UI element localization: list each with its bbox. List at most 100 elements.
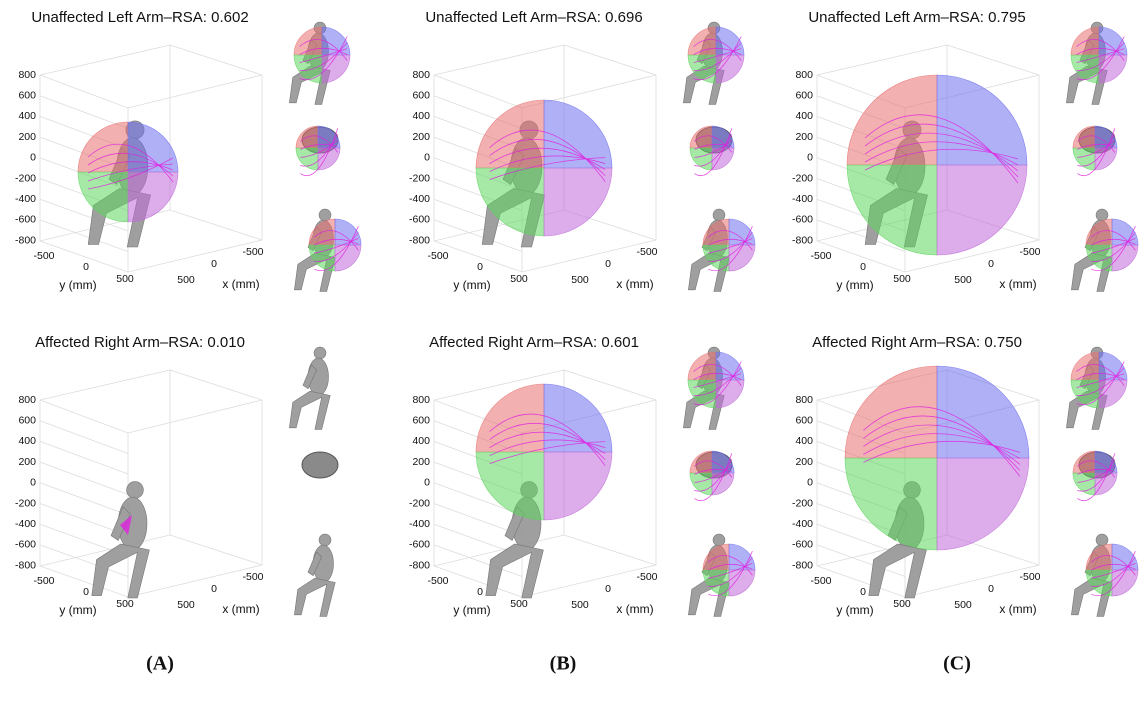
axes-box bbox=[40, 370, 262, 597]
head bbox=[1096, 209, 1108, 221]
x-tick-label: 500 bbox=[177, 274, 195, 286]
z-tick-label: 0 bbox=[30, 477, 36, 489]
z-tick-label: 200 bbox=[18, 131, 36, 143]
figure: Unaffected Left Arm–RSA: 0.6028006004002… bbox=[0, 0, 1147, 706]
sphere-sector bbox=[937, 458, 1029, 550]
z-tick-label: -600 bbox=[15, 214, 36, 226]
x-tick-label: 500 bbox=[954, 274, 972, 286]
z-tick-label: -600 bbox=[792, 214, 813, 226]
head bbox=[713, 534, 725, 546]
x-tick-label: 0 bbox=[605, 583, 611, 595]
z-tick-label: 400 bbox=[795, 110, 813, 122]
sphere-sector bbox=[845, 366, 937, 458]
x-axis-label: x (mm) bbox=[616, 602, 653, 616]
legs bbox=[486, 544, 544, 598]
x-axis-label: x (mm) bbox=[222, 277, 259, 291]
y-axis-label: y (mm) bbox=[59, 603, 96, 617]
z-tick-label: -800 bbox=[15, 559, 36, 571]
legs bbox=[289, 391, 330, 429]
human-model bbox=[92, 482, 150, 598]
legs bbox=[869, 544, 927, 598]
legs bbox=[294, 578, 335, 616]
sphere-sector bbox=[544, 452, 612, 520]
grid-line bbox=[40, 220, 128, 252]
x-tick-label: 0 bbox=[988, 583, 994, 595]
z-tick-label: 200 bbox=[795, 456, 813, 468]
y-tick-label: -500 bbox=[810, 575, 831, 587]
x-tick-label: 500 bbox=[954, 599, 972, 611]
z-tick-label: 0 bbox=[30, 152, 36, 164]
head bbox=[314, 347, 326, 359]
z-tick-label: 200 bbox=[412, 131, 430, 143]
head bbox=[127, 482, 144, 499]
y-tick-label: 0 bbox=[83, 586, 89, 598]
x-tick-label: 0 bbox=[211, 583, 217, 595]
x-tick-label: -500 bbox=[636, 246, 657, 258]
head bbox=[319, 534, 331, 546]
y-tick-label: 500 bbox=[510, 598, 528, 610]
z-tick-label: 800 bbox=[795, 394, 813, 406]
sphere-sector bbox=[1099, 27, 1127, 55]
sphere-sector bbox=[690, 473, 712, 495]
z-tick-label: 800 bbox=[412, 394, 430, 406]
panel: Unaffected Left Arm–RSA: 0.6028006004002… bbox=[15, 9, 361, 292]
y-axis-label: y (mm) bbox=[453, 603, 490, 617]
sphere-sector bbox=[1073, 473, 1095, 495]
z-tick-label: -400 bbox=[15, 193, 36, 205]
z-tick-label: 0 bbox=[424, 152, 430, 164]
sphere-sector bbox=[847, 165, 937, 255]
sphere-sector bbox=[544, 168, 612, 236]
z-tick-label: 800 bbox=[18, 394, 36, 406]
z-tick-label: -800 bbox=[15, 234, 36, 246]
z-tick-label: 200 bbox=[18, 456, 36, 468]
x-tick-label: -500 bbox=[1019, 246, 1040, 258]
z-tick-label: -200 bbox=[792, 172, 813, 184]
panel-title: Unaffected Left Arm–RSA: 0.696 bbox=[425, 9, 642, 26]
z-tick-label: 600 bbox=[412, 89, 430, 101]
y-tick-label: 500 bbox=[893, 598, 911, 610]
x-tick-label: 500 bbox=[571, 599, 589, 611]
z-tick-label: -200 bbox=[409, 497, 430, 509]
x-axis-label: x (mm) bbox=[222, 602, 259, 616]
panel: Affected Right Arm–RSA: 0.75080060040020… bbox=[792, 334, 1138, 617]
head bbox=[1096, 534, 1108, 546]
y-tick-label: 0 bbox=[477, 586, 483, 598]
sphere-sector bbox=[690, 148, 712, 170]
z-tick-label: -200 bbox=[15, 497, 36, 509]
z-tick-label: 0 bbox=[807, 477, 813, 489]
x-tick-label: -500 bbox=[242, 571, 263, 583]
human-model bbox=[294, 534, 335, 616]
panel: Affected Right Arm–RSA: 0.01080060040020… bbox=[15, 334, 338, 617]
x-tick-label: 0 bbox=[988, 258, 994, 270]
sphere-sector bbox=[845, 458, 937, 550]
x-tick-label: 500 bbox=[177, 599, 195, 611]
grid-line bbox=[40, 462, 128, 494]
z-tick-label: 400 bbox=[412, 110, 430, 122]
sphere-sector bbox=[476, 452, 544, 520]
z-tick-label: -400 bbox=[792, 518, 813, 530]
z-tick-label: 600 bbox=[795, 89, 813, 101]
sphere-sector bbox=[716, 352, 744, 380]
z-tick-label: 600 bbox=[412, 414, 430, 426]
y-axis-label: y (mm) bbox=[453, 278, 490, 292]
y-tick-label: 0 bbox=[83, 261, 89, 273]
x-tick-label: 0 bbox=[211, 258, 217, 270]
panel-title: Affected Right Arm–RSA: 0.010 bbox=[35, 334, 245, 351]
y-tick-label: -500 bbox=[810, 250, 831, 262]
z-tick-label: 0 bbox=[424, 477, 430, 489]
sphere-sector bbox=[296, 148, 318, 170]
sphere-sector bbox=[78, 172, 128, 222]
x-axis-label: x (mm) bbox=[999, 602, 1036, 616]
x-axis-label: x (mm) bbox=[616, 277, 653, 291]
y-tick-label: 500 bbox=[116, 598, 134, 610]
z-tick-label: 800 bbox=[412, 69, 430, 81]
z-tick-label: -200 bbox=[792, 497, 813, 509]
z-tick-label: 800 bbox=[795, 69, 813, 81]
z-tick-label: 400 bbox=[412, 435, 430, 447]
grid-line bbox=[40, 441, 128, 474]
panel: Unaffected Left Arm–RSA: 0.7958006004002… bbox=[792, 9, 1138, 292]
legs bbox=[92, 544, 150, 598]
column-label: (A) bbox=[146, 653, 174, 675]
panel-title: Affected Right Arm–RSA: 0.601 bbox=[429, 334, 639, 351]
x-tick-label: -500 bbox=[242, 246, 263, 258]
